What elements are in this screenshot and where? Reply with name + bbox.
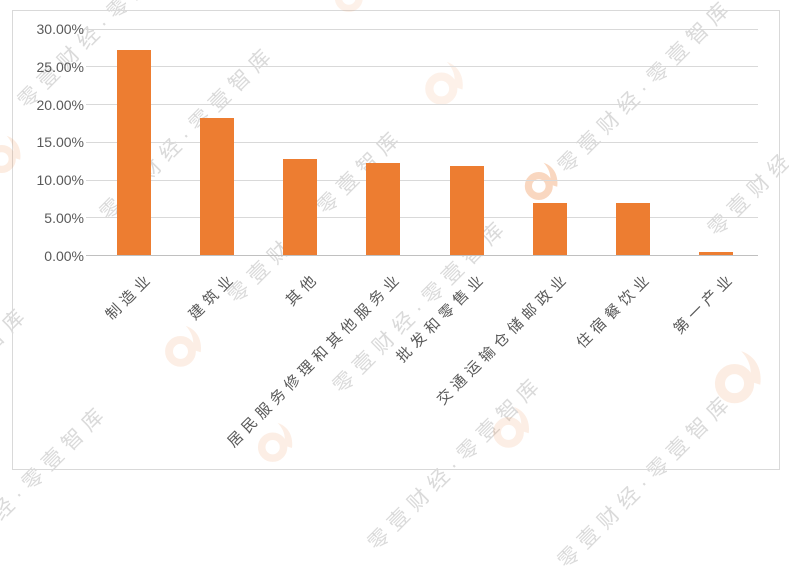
y-axis-tick-label: 10.00% [36,172,84,188]
chart-border [12,10,780,470]
bar [532,203,567,256]
watermark-logo-icon [422,61,468,107]
bar [116,50,151,256]
y-axis-tick-label: 25.00% [36,58,84,75]
gridline [86,104,758,105]
watermark-logo-icon [162,325,206,369]
y-axis-tick-label: 5.00% [44,209,84,226]
y-axis-tick-label: 20.00% [36,96,84,113]
bar [616,203,651,256]
bar [366,163,401,256]
bar [699,252,734,256]
watermark-logo-icon [0,135,25,175]
watermark-logo-icon [711,350,767,406]
gridline [86,66,758,68]
watermark-logo-icon [522,162,562,202]
y-axis-tick-label: 15.00% [36,134,84,151]
watermark-logo-icon [490,406,534,450]
bar [283,158,318,256]
y-axis-tick-label: 30.00% [36,21,84,37]
watermark-logo-icon [332,0,372,14]
gridline [86,179,758,181]
gridline [86,217,758,219]
y-axis-tick-label: 0.00% [44,247,84,264]
bar [199,118,234,256]
gridline [86,28,758,30]
watermark-logo-icon [255,422,297,464]
x-axis-line [86,255,758,256]
gridline [86,141,758,143]
bar [449,165,484,256]
